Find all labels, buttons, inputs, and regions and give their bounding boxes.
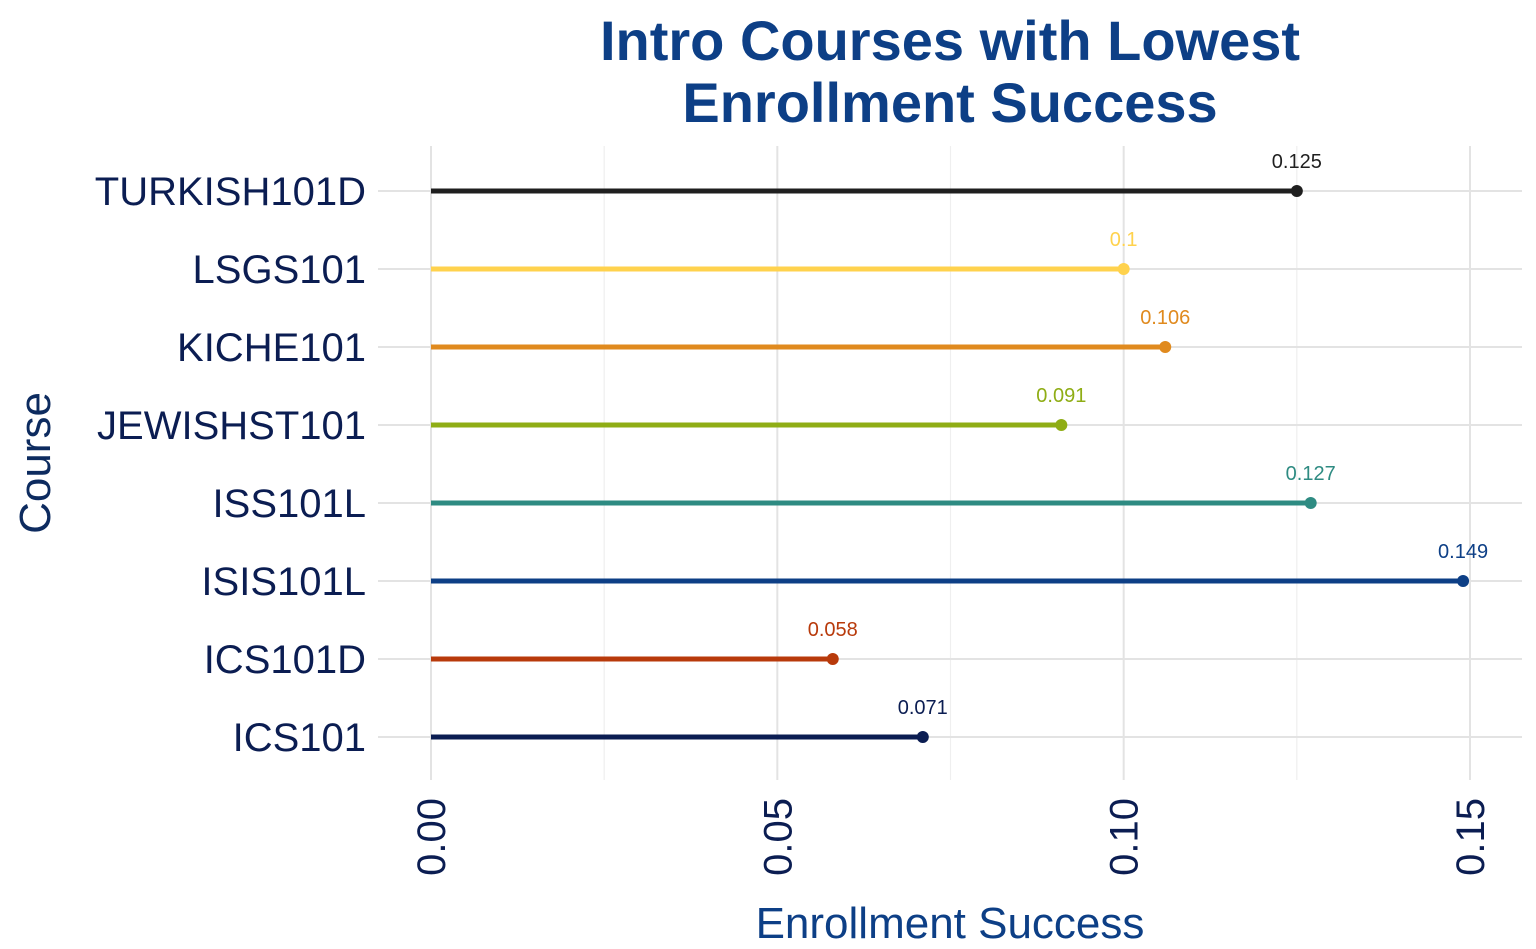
category-labels: TURKISH101D LSGS101 KICHE101 JEWISHST101 ISS… <box>95 170 366 760</box>
lollipop-point <box>1304 497 1317 509</box>
chart-title-line-1: Intro Courses with Lowest <box>600 9 1300 72</box>
category-label: JEWISHST101 <box>97 404 366 448</box>
lollipop-point <box>1055 419 1068 431</box>
category-label: KICHE101 <box>177 326 366 370</box>
category-label: TURKISH101D <box>95 170 366 214</box>
lollipop-point <box>1159 341 1172 353</box>
x-tick-label: 0.05 <box>756 798 800 876</box>
value-label: 0.125 <box>1272 151 1322 173</box>
lollipop-point <box>826 653 839 665</box>
category-label: ICS101D <box>204 638 366 682</box>
value-label: 0.1 <box>1110 229 1138 251</box>
x-tick-label: 0.00 <box>410 798 454 876</box>
category-label: ICS101 <box>233 716 366 760</box>
lollipop-point <box>1290 185 1303 197</box>
y-axis-title: Course <box>11 392 60 534</box>
x-axis-title: Enrollment Success <box>756 899 1145 948</box>
data-marks: 0.125 0.1 0.106 0.091 0.127 0.149 0.058 0.071 <box>431 151 1488 743</box>
value-label: 0.149 <box>1438 541 1488 563</box>
x-tick-label: 0.10 <box>1103 798 1147 876</box>
chart-title-line-2: Enrollment Success <box>682 71 1217 134</box>
grid <box>378 146 1522 780</box>
value-label: 0.106 <box>1140 307 1190 329</box>
lollipop-point <box>1457 575 1470 587</box>
value-label: 0.058 <box>808 619 858 641</box>
x-tick-label: 0.15 <box>1449 798 1493 876</box>
lollipop-point <box>1117 263 1130 275</box>
value-label: 0.091 <box>1036 385 1086 407</box>
lollipop-point <box>916 731 929 743</box>
category-label: LSGS101 <box>193 248 366 292</box>
category-label: ISIS101L <box>201 560 366 604</box>
category-label: ISS101L <box>213 482 366 526</box>
value-label: 0.127 <box>1286 463 1336 485</box>
value-label: 0.071 <box>898 697 948 719</box>
x-tick-labels: 0.00 0.05 0.10 0.15 <box>410 798 1493 876</box>
